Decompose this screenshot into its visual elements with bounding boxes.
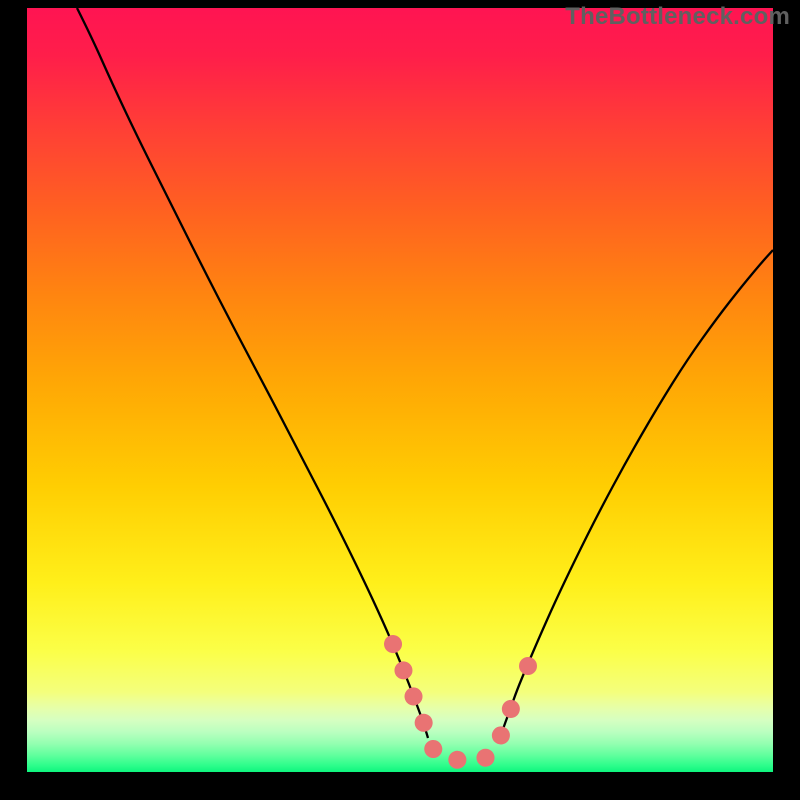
curve-layer bbox=[27, 8, 773, 772]
right-curve bbox=[500, 250, 773, 738]
plot-area bbox=[27, 8, 773, 772]
watermark-text: TheBottleneck.com bbox=[565, 3, 790, 31]
overlay-dotted-path bbox=[393, 644, 512, 760]
overlay-extra-dot bbox=[519, 657, 537, 675]
chart-frame: TheBottleneck.com bbox=[0, 0, 800, 800]
left-curve bbox=[77, 8, 428, 738]
